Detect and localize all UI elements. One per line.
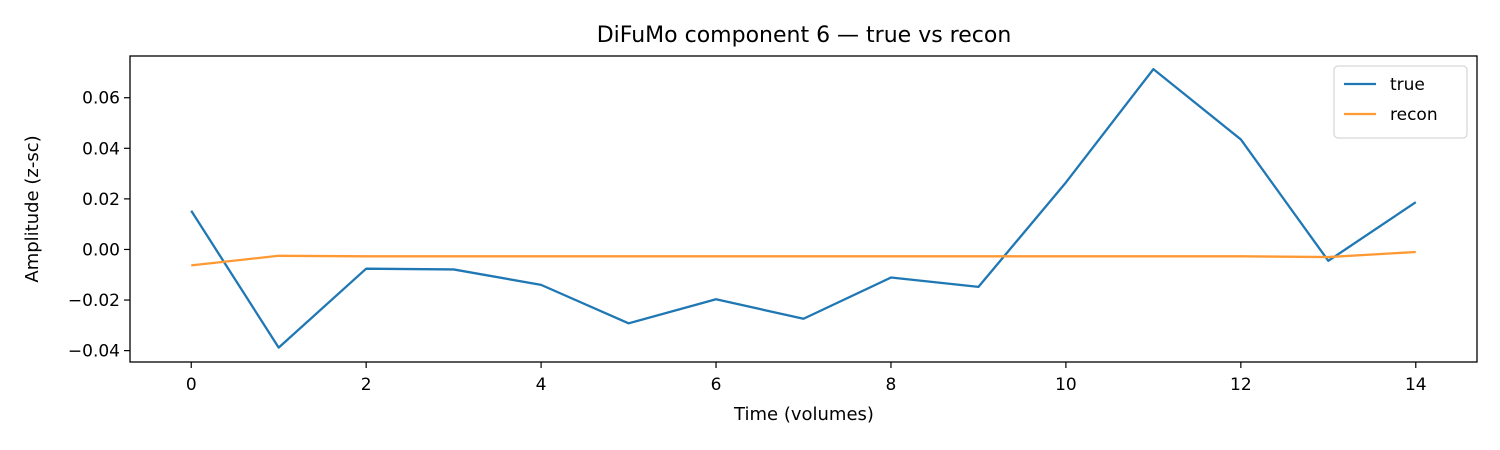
y-tick-label: 0.02 <box>82 190 120 210</box>
y-tick-label: −0.04 <box>68 342 120 362</box>
y-tick-label: 0.06 <box>82 89 120 109</box>
y-tick-label: −0.02 <box>68 291 120 311</box>
legend: true recon <box>1333 65 1468 139</box>
x-axis-label: Time (volumes) <box>733 404 874 425</box>
legend-label-true: true <box>1390 75 1425 95</box>
plot-area <box>190 68 1417 349</box>
x-tick-label: 0 <box>186 375 197 395</box>
x-tick-label: 6 <box>711 375 722 395</box>
y-axis: −0.04 −0.02 0.00 0.02 0.04 0.06 <box>68 89 130 362</box>
series-line-recon <box>191 250 1416 267</box>
legend-label-recon: recon <box>1390 105 1438 125</box>
y-axis-label: Amplitude (z-sc) <box>22 135 43 282</box>
y-tick-label: 0.04 <box>82 139 120 159</box>
series-line-true <box>190 68 1417 349</box>
axes-frame <box>129 55 1478 363</box>
x-tick-label: 8 <box>886 375 897 395</box>
x-tick-label: 2 <box>361 375 372 395</box>
x-tick-label: 14 <box>1405 375 1427 395</box>
x-axis: 0 2 4 6 8 10 12 14 <box>186 362 1427 395</box>
y-tick-label: 0.00 <box>82 240 120 260</box>
x-tick-label: 10 <box>1055 375 1077 395</box>
chart-title: DiFuMo component 6 — true vs recon <box>597 23 1012 48</box>
x-tick-label: 4 <box>536 375 547 395</box>
x-tick-label: 12 <box>1230 375 1252 395</box>
